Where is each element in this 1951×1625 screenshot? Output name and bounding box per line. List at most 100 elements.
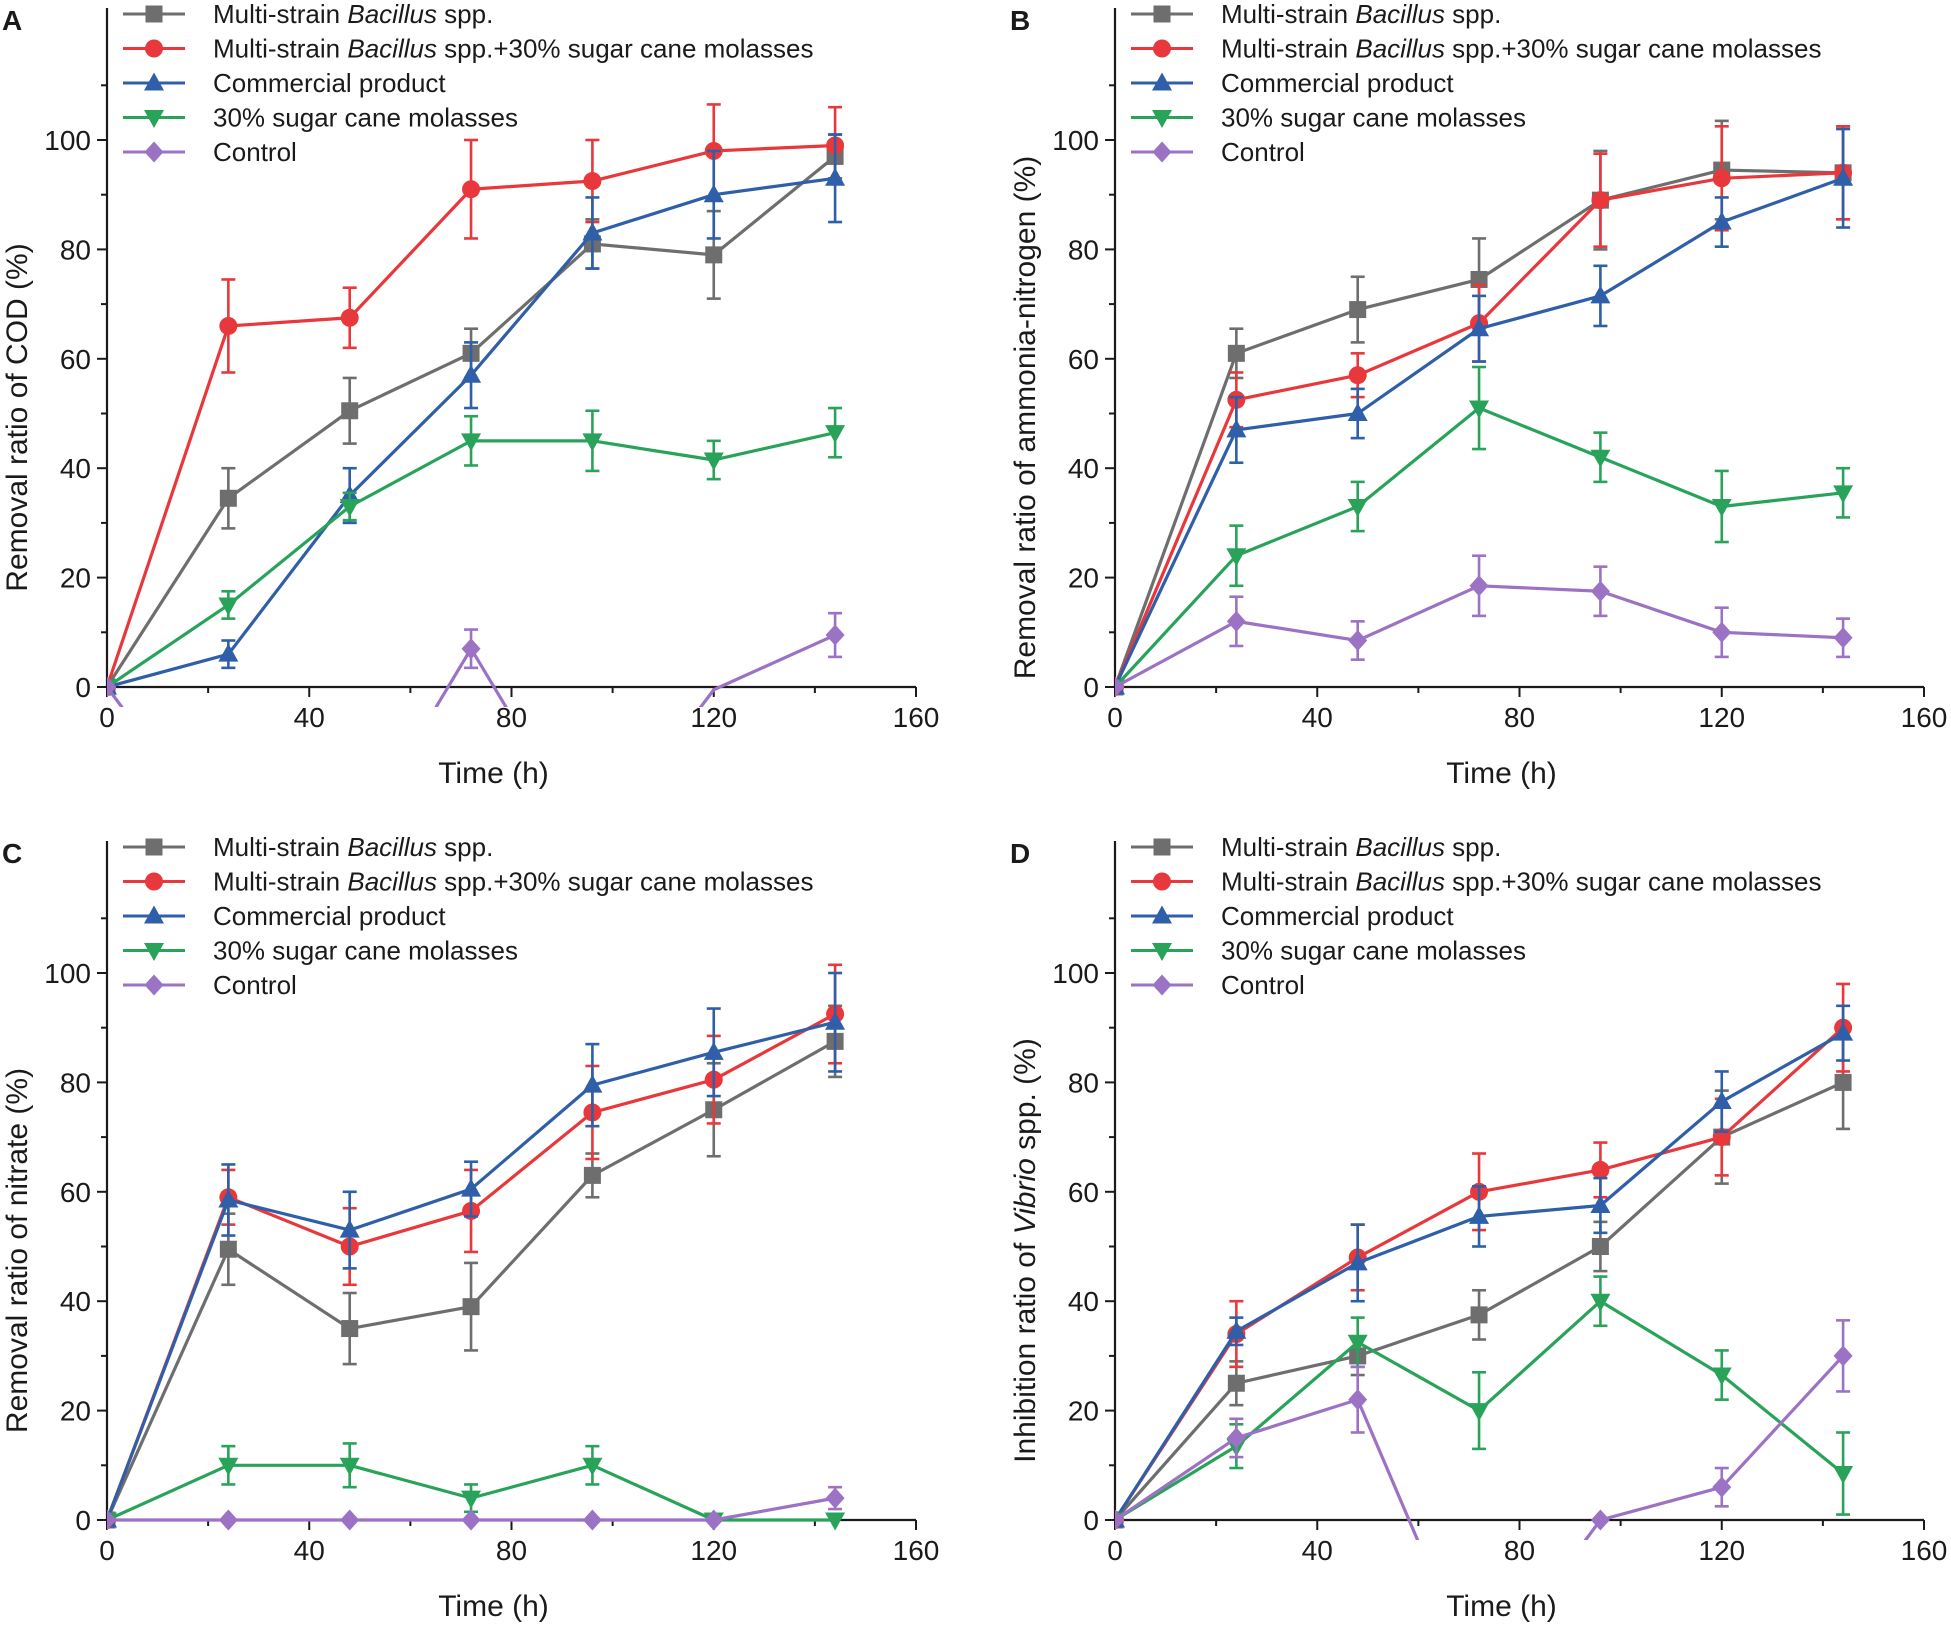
data-point xyxy=(1469,1403,1490,1422)
legend-item: Multi-strain Bacillus spp. xyxy=(123,832,493,862)
legend-item: Commercial product xyxy=(1131,901,1454,931)
legend-label: Commercial product xyxy=(1221,68,1454,98)
data-point xyxy=(1347,498,1368,517)
data-point xyxy=(218,1457,239,1476)
data-point xyxy=(1833,167,1854,186)
legend-item: Control xyxy=(1131,137,1305,167)
x-tick-label: 40 xyxy=(1302,702,1333,733)
data-point xyxy=(339,1457,360,1476)
legend-label: Multi-strain Bacillus spp. xyxy=(1221,832,1501,862)
y-tick-label: 40 xyxy=(1068,1286,1099,1317)
data-point xyxy=(582,222,603,241)
legend-label: Commercial product xyxy=(1221,901,1454,931)
data-point xyxy=(1590,1509,1610,1531)
data-point xyxy=(1591,1238,1609,1255)
y-tick-label: 20 xyxy=(1068,1396,1099,1427)
legend-marker xyxy=(1152,974,1172,996)
data-point xyxy=(461,1509,481,1531)
y-tick-label: 20 xyxy=(60,1396,91,1427)
y-tick-label: 60 xyxy=(1068,1177,1099,1208)
data-point xyxy=(825,624,845,646)
x-tick-label: 160 xyxy=(1901,702,1948,733)
data-point xyxy=(825,167,846,186)
data-point xyxy=(825,1487,845,1509)
legend-marker xyxy=(144,110,164,128)
legend-label: Multi-strain Bacillus spp.+30% sugar can… xyxy=(213,34,813,64)
y-tick-label: 100 xyxy=(1052,125,1099,156)
data-point xyxy=(107,1509,117,1531)
data-point xyxy=(582,433,603,452)
x-tick-label: 0 xyxy=(99,702,115,733)
y-axis-title: Removal ratio of COD (%) xyxy=(1,243,34,591)
legend-item: Control xyxy=(1131,970,1305,1000)
data-point xyxy=(1348,630,1368,652)
legend-marker xyxy=(1152,110,1172,128)
panel-letter: A xyxy=(2,5,22,36)
y-tick-label: 100 xyxy=(44,125,91,156)
legend-marker xyxy=(145,39,163,58)
x-tick-label: 120 xyxy=(1698,702,1745,733)
data-point xyxy=(825,1011,846,1030)
legend-label: Multi-strain Bacillus spp. xyxy=(1221,0,1501,29)
series-0 xyxy=(1115,1034,1852,1529)
legend: Multi-strain Bacillus spp. Multi-strain B… xyxy=(123,832,813,1000)
data-point xyxy=(1226,1320,1247,1339)
data-point xyxy=(1590,449,1611,468)
y-tick-label: 60 xyxy=(1068,344,1099,375)
chart-panel-b: B 0 40 80 120 160 0 20 40 60 80 100 Time (h) Removal … xyxy=(1009,0,1947,790)
data-point xyxy=(582,1074,603,1093)
data-point xyxy=(1347,1334,1368,1353)
series-4 xyxy=(1115,554,1853,698)
data-point xyxy=(583,172,602,191)
legend-marker xyxy=(1153,838,1171,856)
y-tick-label: 60 xyxy=(60,1177,91,1208)
x-tick-label: 160 xyxy=(1901,1535,1948,1566)
legend-marker xyxy=(144,974,164,996)
data-point xyxy=(1226,548,1247,567)
data-point xyxy=(1469,318,1490,337)
data-point xyxy=(1348,1389,1368,1411)
data-point xyxy=(461,638,481,660)
y-tick-label: 40 xyxy=(60,453,91,484)
data-point xyxy=(1590,1194,1611,1213)
data-point xyxy=(1469,400,1490,419)
data-point xyxy=(1347,1252,1368,1271)
legend-label: Commercial product xyxy=(213,901,446,931)
data-point xyxy=(1590,285,1611,304)
data-point xyxy=(1115,1509,1125,1531)
data-point xyxy=(703,1041,724,1060)
legend-marker xyxy=(145,5,163,23)
legend-item: Multi-strain Bacillus spp.+30% sugar can… xyxy=(1131,34,1821,64)
data-point xyxy=(1834,1073,1852,1091)
y-tick-label: 20 xyxy=(60,563,91,594)
data-point xyxy=(1469,1205,1490,1224)
legend-marker xyxy=(1152,943,1172,961)
x-tick-label: 0 xyxy=(1107,702,1123,733)
series-2 xyxy=(1115,127,1854,695)
data-point xyxy=(461,364,482,383)
data-point xyxy=(218,643,239,662)
legend: Multi-strain Bacillus spp. Multi-strain B… xyxy=(1131,832,1821,1000)
data-point xyxy=(1591,1160,1610,1179)
data-point xyxy=(825,425,846,444)
legend-label: 30% sugar cane molasses xyxy=(1221,936,1526,966)
x-axis-title: Time (h) xyxy=(438,757,549,790)
x-tick-label: 0 xyxy=(99,1535,115,1566)
data-point xyxy=(705,246,723,264)
legend-marker xyxy=(1152,905,1172,924)
y-tick-label: 100 xyxy=(44,958,91,989)
panel-letter: C xyxy=(2,838,22,869)
y-axis-title: Removal ratio of ammonia-nitrogen (%) xyxy=(1009,156,1042,680)
x-tick-label: 80 xyxy=(1504,702,1535,733)
y-tick-label: 80 xyxy=(60,1067,91,1098)
data-point xyxy=(1470,1306,1488,1324)
data-point xyxy=(825,1512,846,1531)
data-point xyxy=(583,1166,601,1184)
data-point xyxy=(1711,211,1732,230)
y-tick-label: 60 xyxy=(60,344,91,375)
data-point xyxy=(703,452,724,471)
legend-label: 30% sugar cane molasses xyxy=(213,103,518,133)
data-point xyxy=(219,316,238,335)
legend-marker xyxy=(1153,5,1171,23)
y-tick-label: 40 xyxy=(60,1286,91,1317)
